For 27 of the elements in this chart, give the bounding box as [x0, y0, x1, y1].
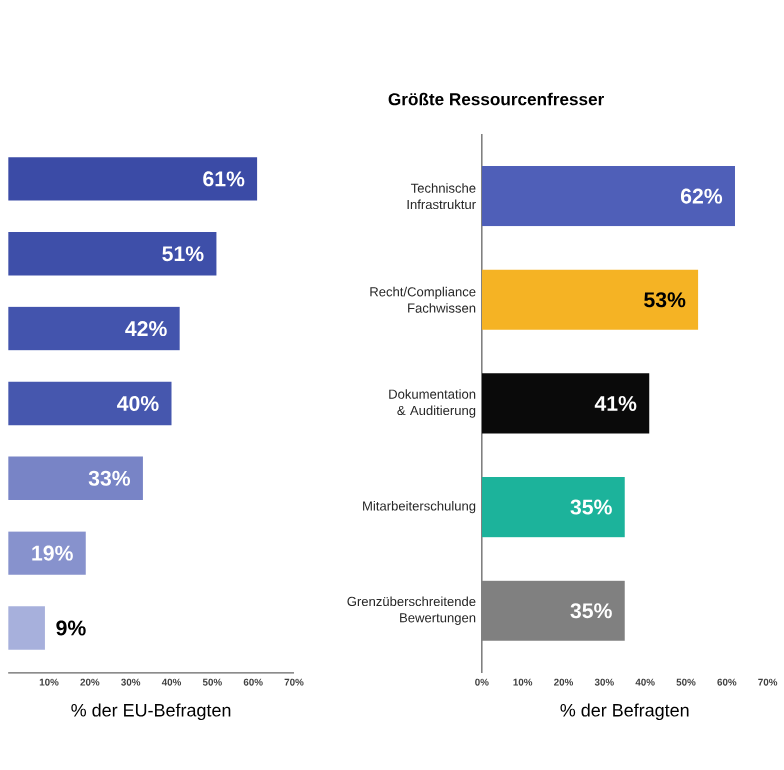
bar	[8, 605, 45, 650]
data-label: 51%	[162, 245, 204, 261]
x-axis-title: % der Befragten	[560, 702, 689, 720]
bar	[8, 306, 180, 350]
bar	[481, 372, 650, 434]
bar	[8, 531, 86, 575]
data-label: 61%	[203, 170, 245, 186]
bar	[481, 269, 699, 330]
bar	[8, 456, 143, 500]
data-label: 53%	[644, 291, 686, 307]
data-label: 35%	[570, 499, 612, 515]
bar	[8, 156, 258, 201]
bar	[481, 165, 735, 226]
bar	[481, 476, 625, 537]
bar	[8, 381, 172, 425]
data-label: 41%	[594, 395, 637, 411]
data-label: 19%	[32, 545, 73, 561]
data-label: 40%	[117, 395, 159, 411]
data-label: 9%	[56, 620, 86, 636]
bar	[8, 231, 217, 275]
x-axis-title: % der EU-Befragten	[71, 702, 231, 720]
bar	[481, 580, 625, 641]
data-label: 35%	[570, 602, 612, 618]
data-label: 62%	[680, 188, 723, 204]
data-label: 33%	[88, 470, 131, 486]
data-label: 42%	[125, 320, 167, 336]
chart-title: Größte Ressourcenfresser	[388, 92, 604, 105]
